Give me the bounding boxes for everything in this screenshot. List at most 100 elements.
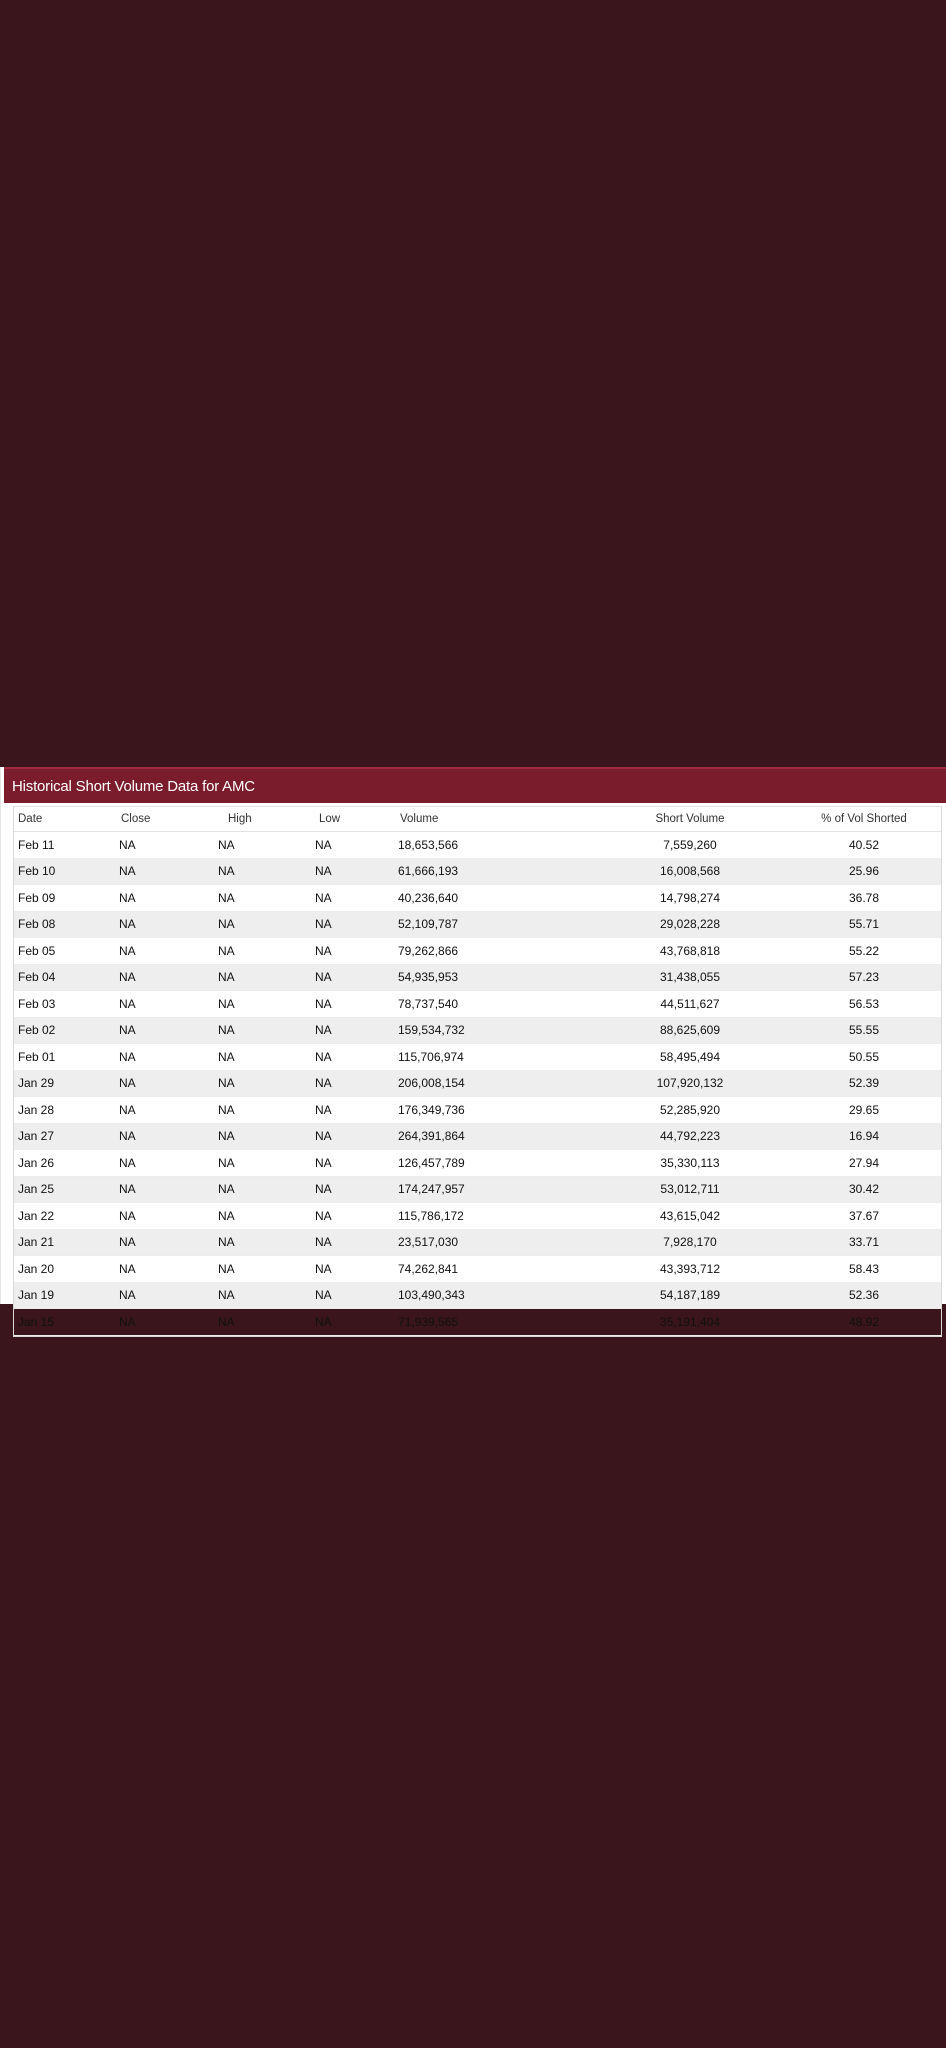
cell-low: NA <box>315 990 398 1018</box>
cell-high: NA <box>218 937 315 965</box>
panel-header: Historical Short Volume Data for AMC <box>4 767 946 803</box>
table-row: Feb 10 NA NA NA 61,666,193 16,008,568 25.96 <box>14 858 941 885</box>
cell-low: NA <box>315 884 398 912</box>
cell-short-volume: 53,012,711 <box>593 1176 787 1203</box>
column-header-low[interactable]: Low <box>315 807 398 832</box>
cell-high: NA <box>218 1123 315 1150</box>
column-header-volume[interactable]: Volume <box>398 807 593 832</box>
column-header-pct-shorted[interactable]: % of Vol Shorted <box>787 807 941 832</box>
column-header-date[interactable]: Date <box>14 807 119 832</box>
cell-low: NA <box>315 1229 398 1256</box>
cell-close: NA <box>119 1017 218 1044</box>
cell-short-volume: 7,559,260 <box>593 831 787 859</box>
cell-date: Jan 19 <box>14 1282 119 1309</box>
cell-low: NA <box>315 964 398 991</box>
cell-pct-shorted: 40.52 <box>787 831 941 859</box>
table-row: Jan 20 NA NA NA 74,262,841 43,393,712 58.43 <box>14 1255 941 1283</box>
cell-volume: 54,935,953 <box>398 964 593 991</box>
column-header-short-volume[interactable]: Short Volume <box>593 807 787 832</box>
cell-short-volume: 43,768,818 <box>593 937 787 965</box>
table-row: Feb 09 NA NA NA 40,236,640 14,798,274 36.78 <box>14 884 941 912</box>
cell-close: NA <box>119 831 218 859</box>
cell-high: NA <box>218 1255 315 1283</box>
cell-date: Feb 08 <box>14 911 119 938</box>
cell-pct-shorted: 58.43 <box>787 1255 941 1283</box>
table-row: Jan 26 NA NA NA 126,457,789 35,330,113 27.94 <box>14 1149 941 1177</box>
cell-close: NA <box>119 1176 218 1203</box>
cell-high: NA <box>218 911 315 938</box>
cell-close: NA <box>119 1308 218 1336</box>
cell-low: NA <box>315 1043 398 1071</box>
short-volume-table: Date Close High Low Volume Short Volume … <box>14 807 941 1336</box>
cell-short-volume: 7,928,170 <box>593 1229 787 1256</box>
cell-low: NA <box>315 1070 398 1097</box>
cell-short-volume: 88,625,609 <box>593 1017 787 1044</box>
cell-pct-shorted: 29.65 <box>787 1096 941 1124</box>
table-row: Feb 11 NA NA NA 18,653,566 7,559,260 40.52 <box>14 831 941 859</box>
short-volume-panel: Historical Short Volume Data for AMC Dat… <box>0 767 946 1337</box>
cell-low: NA <box>315 1149 398 1177</box>
cell-high: NA <box>218 1229 315 1256</box>
cell-volume: 176,349,736 <box>398 1096 593 1124</box>
table-row: Jan 27 NA NA NA 264,391,864 44,792,223 16.94 <box>14 1123 941 1150</box>
column-header-close[interactable]: Close <box>119 807 218 832</box>
cell-date: Feb 09 <box>14 884 119 912</box>
cell-close: NA <box>119 911 218 938</box>
cell-volume: 115,786,172 <box>398 1202 593 1230</box>
cell-pct-shorted: 57.23 <box>787 964 941 991</box>
table-row: Jan 22 NA NA NA 115,786,172 43,615,042 37.67 <box>14 1202 941 1230</box>
cell-volume: 264,391,864 <box>398 1123 593 1150</box>
cell-pct-shorted: 55.71 <box>787 911 941 938</box>
cell-high: NA <box>218 1202 315 1230</box>
cell-short-volume: 43,393,712 <box>593 1255 787 1283</box>
cell-low: NA <box>315 1176 398 1203</box>
cell-volume: 61,666,193 <box>398 858 593 885</box>
cell-short-volume: 44,511,627 <box>593 990 787 1018</box>
cell-volume: 126,457,789 <box>398 1149 593 1177</box>
cell-date: Feb 03 <box>14 990 119 1018</box>
table-row: Feb 08 NA NA NA 52,109,787 29,028,228 55.71 <box>14 911 941 938</box>
cell-close: NA <box>119 1229 218 1256</box>
cell-close: NA <box>119 884 218 912</box>
cell-short-volume: 35,330,113 <box>593 1149 787 1177</box>
cell-high: NA <box>218 858 315 885</box>
table-body: Feb 11 NA NA NA 18,653,566 7,559,260 40.52 Feb … <box>14 831 941 1336</box>
cell-short-volume: 58,495,494 <box>593 1043 787 1071</box>
cell-close: NA <box>119 990 218 1018</box>
table-row: Jan 21 NA NA NA 23,517,030 7,928,170 33.71 <box>14 1229 941 1256</box>
table-row: Jan 15 NA NA NA 71,939,565 35,191,404 48.92 <box>14 1308 941 1336</box>
table-row: Jan 28 NA NA NA 176,349,736 52,285,920 29.65 <box>14 1096 941 1124</box>
cell-pct-shorted: 50.55 <box>787 1043 941 1071</box>
cell-close: NA <box>119 1123 218 1150</box>
cell-volume: 18,653,566 <box>398 831 593 859</box>
cell-volume: 40,236,640 <box>398 884 593 912</box>
cell-short-volume: 31,438,055 <box>593 964 787 991</box>
cell-date: Jan 20 <box>14 1255 119 1283</box>
cell-pct-shorted: 25.96 <box>787 858 941 885</box>
cell-pct-shorted: 55.55 <box>787 1017 941 1044</box>
cell-pct-shorted: 30.42 <box>787 1176 941 1203</box>
table-header-row: Date Close High Low Volume Short Volume … <box>14 807 941 832</box>
cell-short-volume: 52,285,920 <box>593 1096 787 1124</box>
cell-date: Feb 02 <box>14 1017 119 1044</box>
cell-high: NA <box>218 831 315 859</box>
cell-pct-shorted: 16.94 <box>787 1123 941 1150</box>
cell-date: Jan 15 <box>14 1308 119 1336</box>
cell-low: NA <box>315 911 398 938</box>
cell-close: NA <box>119 1282 218 1309</box>
cell-short-volume: 43,615,042 <box>593 1202 787 1230</box>
table-row: Feb 02 NA NA NA 159,534,732 88,625,609 55.55 <box>14 1017 941 1044</box>
cell-high: NA <box>218 1017 315 1044</box>
cell-date: Feb 10 <box>14 858 119 885</box>
cell-volume: 23,517,030 <box>398 1229 593 1256</box>
table-row: Feb 03 NA NA NA 78,737,540 44,511,627 56.53 <box>14 990 941 1018</box>
cell-pct-shorted: 56.53 <box>787 990 941 1018</box>
cell-short-volume: 16,008,568 <box>593 858 787 885</box>
cell-low: NA <box>315 831 398 859</box>
column-header-high[interactable]: High <box>218 807 315 832</box>
cell-high: NA <box>218 964 315 991</box>
cell-date: Feb 04 <box>14 964 119 991</box>
cell-close: NA <box>119 1255 218 1283</box>
cell-high: NA <box>218 1176 315 1203</box>
